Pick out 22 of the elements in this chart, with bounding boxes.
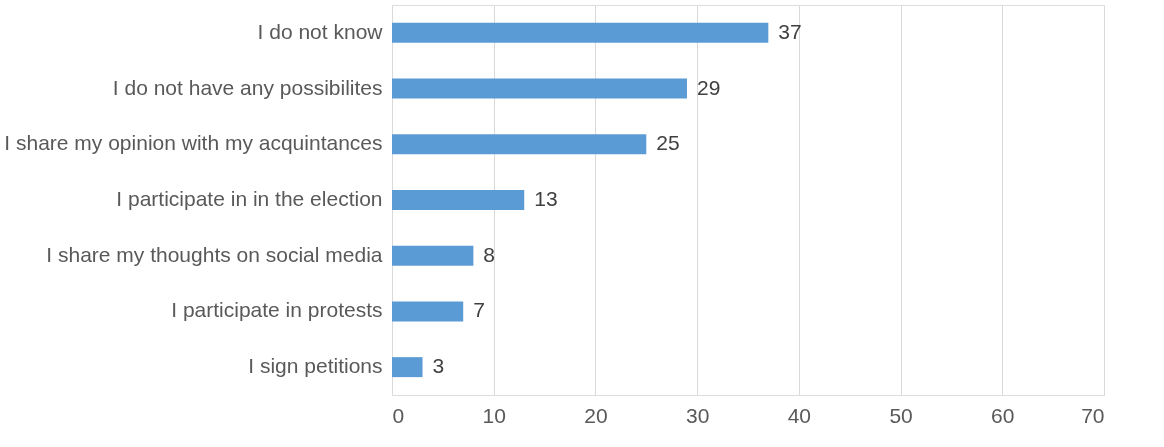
x-tick-label: 0 bbox=[392, 403, 405, 427]
x-tick-label: 70 bbox=[1081, 403, 1105, 427]
data-label: 7 bbox=[473, 298, 485, 322]
data-label: 25 bbox=[656, 131, 680, 155]
data-label: 8 bbox=[483, 242, 496, 266]
data-label: 37 bbox=[778, 19, 802, 43]
data-label: 29 bbox=[696, 75, 721, 99]
x-tick-label: 20 bbox=[584, 403, 608, 427]
y-tick-label: I participate in protests bbox=[171, 298, 383, 322]
x-tick-label: 50 bbox=[889, 403, 913, 427]
x-tick-label: 60 bbox=[991, 403, 1015, 427]
y-tick-label: I share my opinion with my acquintances bbox=[4, 131, 383, 155]
y-tick-label: I sign petitions bbox=[248, 354, 383, 378]
y-tick-label: I participate in in the election bbox=[116, 187, 383, 210]
data-label: 3 bbox=[432, 354, 445, 378]
y-tick-label: I do not have any possibilites bbox=[112, 75, 383, 99]
x-tick-label: 40 bbox=[787, 403, 812, 427]
y-tick-label: I share my thoughts on social media bbox=[46, 242, 383, 266]
x-tick-label: 10 bbox=[482, 403, 506, 427]
x-tick-label: 30 bbox=[685, 403, 710, 427]
y-tick-label: I do not know bbox=[257, 19, 384, 43]
data-label: 13 bbox=[534, 187, 558, 210]
